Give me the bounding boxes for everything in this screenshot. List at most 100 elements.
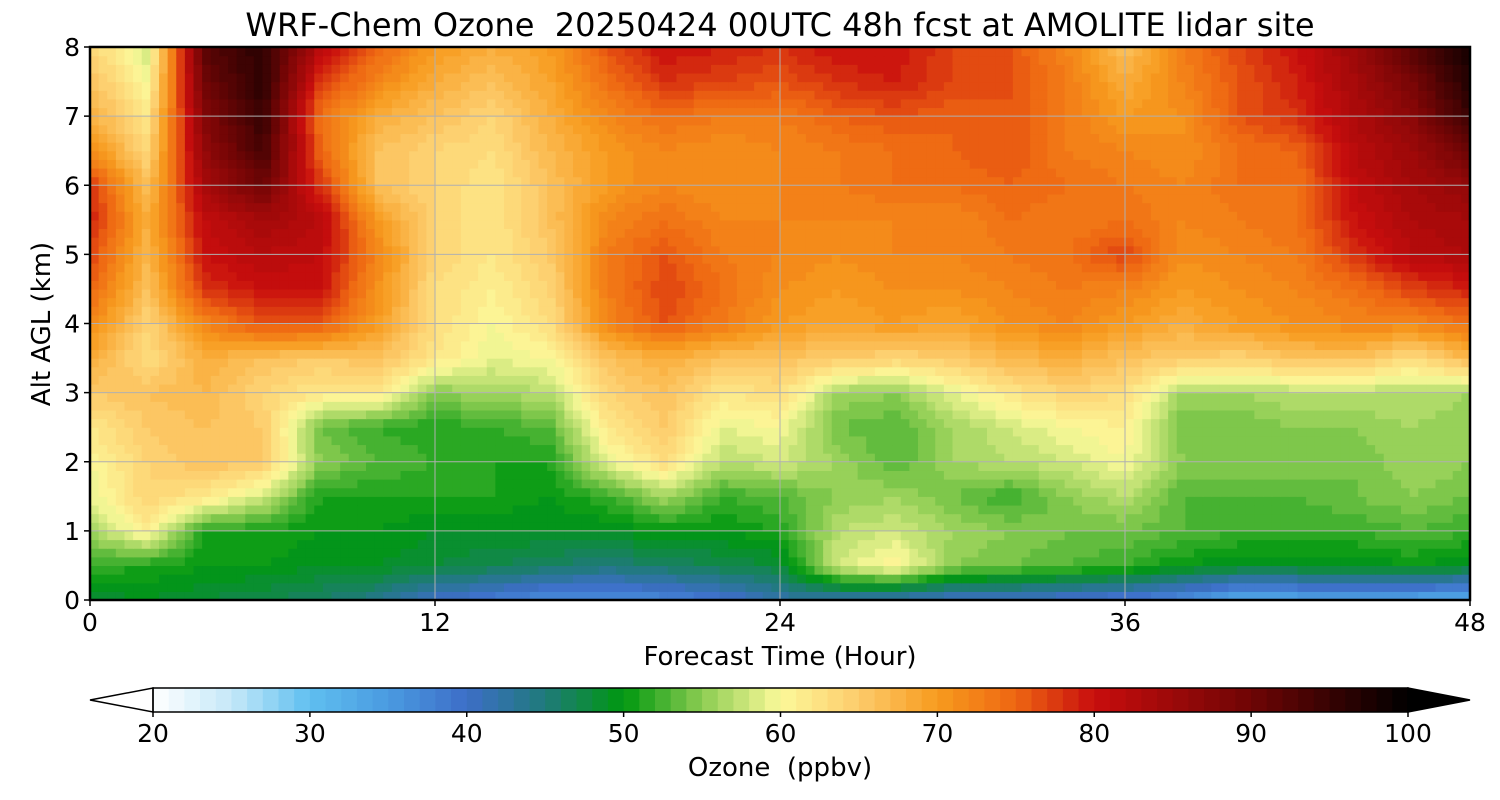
heatmap-cell xyxy=(486,435,496,446)
heatmap-cell xyxy=(719,556,729,567)
heatmap-cell xyxy=(452,427,462,437)
heatmap-cell xyxy=(659,453,669,463)
heatmap-cell xyxy=(814,435,824,446)
heatmap-cell xyxy=(633,565,643,575)
heatmap-cell xyxy=(322,418,333,428)
heatmap-cell xyxy=(624,383,634,394)
heatmap-cell xyxy=(1073,383,1083,394)
heatmap-cell xyxy=(228,582,238,592)
heatmap-cell xyxy=(1012,418,1023,428)
heatmap-cell xyxy=(538,358,548,368)
heatmap-cell xyxy=(1012,539,1023,549)
heatmap-cell xyxy=(754,435,764,446)
heatmap-cell xyxy=(1125,392,1135,402)
heatmap-cell xyxy=(633,383,643,394)
heatmap-cell xyxy=(728,565,738,575)
heatmap-cell xyxy=(245,444,255,454)
heatmap-cell xyxy=(840,487,850,497)
heatmap-cell xyxy=(529,332,540,342)
heatmap-cell xyxy=(1357,504,1368,515)
heatmap-cell xyxy=(452,349,462,359)
heatmap-cell xyxy=(642,349,652,359)
heatmap-cell xyxy=(1280,461,1290,471)
heatmap-cell xyxy=(1332,582,1342,592)
heatmap-cell xyxy=(1099,574,1109,584)
heatmap-cell xyxy=(305,383,315,394)
heatmap-cell xyxy=(167,383,177,394)
heatmap-cell xyxy=(1323,383,1333,394)
heatmap-cell xyxy=(883,349,893,359)
heatmap-cell xyxy=(762,461,772,471)
heatmap-cell xyxy=(486,383,496,394)
heatmap-cell xyxy=(961,470,971,480)
heatmap-cell xyxy=(383,591,393,600)
heatmap-cell xyxy=(969,366,979,376)
heatmap-cell xyxy=(547,522,557,532)
heatmap-cell xyxy=(133,453,143,463)
heatmap-cell xyxy=(1426,383,1437,394)
heatmap-cell xyxy=(1159,453,1169,463)
heatmap-cell xyxy=(598,530,609,541)
heatmap-cell xyxy=(1245,401,1255,411)
heatmap-cell xyxy=(340,530,350,541)
heatmap-cell xyxy=(1081,470,1092,480)
heatmap-cell xyxy=(1461,453,1470,463)
heatmap-cell xyxy=(90,496,100,506)
heatmap-cell xyxy=(262,358,272,368)
heatmap-cell xyxy=(141,461,151,471)
heatmap-cell xyxy=(1116,539,1126,549)
heatmap-cell xyxy=(1159,358,1169,368)
heatmap-cell xyxy=(538,530,548,541)
heatmap-cell xyxy=(426,591,436,600)
heatmap-cell xyxy=(780,366,790,376)
heatmap-cell xyxy=(547,409,557,420)
heatmap-cell xyxy=(1211,375,1221,385)
heatmap-cell xyxy=(1254,427,1264,437)
heatmap-cell xyxy=(1375,504,1385,515)
heatmap-cell xyxy=(555,487,565,497)
heatmap-cell xyxy=(1030,470,1040,480)
heatmap-cell xyxy=(1297,574,1307,584)
heatmap-cell xyxy=(892,366,902,376)
heatmap-cell xyxy=(460,461,471,471)
heatmap-cell xyxy=(1142,565,1152,575)
heatmap-cell xyxy=(719,574,729,584)
heatmap-cell xyxy=(176,323,186,333)
heatmap-cell xyxy=(900,530,910,541)
heatmap-cell xyxy=(1228,409,1238,420)
heatmap-cell xyxy=(124,504,134,515)
heatmap-cell xyxy=(1021,332,1031,342)
heatmap-cell xyxy=(762,522,772,532)
heatmap-cell xyxy=(1237,496,1247,506)
heatmap-cell xyxy=(874,548,885,558)
heatmap-cell xyxy=(1228,539,1238,549)
heatmap-cell xyxy=(1306,565,1316,575)
heatmap-cell xyxy=(1237,383,1247,394)
heatmap-cell xyxy=(210,375,220,385)
heatmap-cell xyxy=(374,375,384,385)
heatmap-cell xyxy=(409,574,419,584)
heatmap-cell xyxy=(719,565,729,575)
heatmap-cell xyxy=(1263,487,1273,497)
heatmap-cell xyxy=(624,349,634,359)
heatmap-cell xyxy=(1107,591,1117,600)
heatmap-cell xyxy=(1219,582,1230,592)
heatmap-cell xyxy=(529,522,540,532)
heatmap-cell xyxy=(607,444,617,454)
heatmap-cell xyxy=(538,582,548,592)
heatmap-cell xyxy=(521,556,531,567)
heatmap-cell xyxy=(124,427,134,437)
heatmap-cell xyxy=(987,591,997,600)
heatmap-cell xyxy=(1332,530,1342,541)
heatmap-cell xyxy=(1314,383,1324,394)
heatmap-cell xyxy=(124,375,134,385)
heatmap-cell xyxy=(383,504,393,515)
heatmap-cell xyxy=(1219,392,1230,402)
heatmap-cell xyxy=(607,332,617,342)
heatmap-cell xyxy=(478,401,488,411)
heatmap-cell xyxy=(1090,401,1100,411)
heatmap-cell xyxy=(495,418,505,428)
heatmap-cell xyxy=(504,504,514,515)
heatmap-cell xyxy=(1237,556,1247,567)
heatmap-cell xyxy=(797,479,807,489)
